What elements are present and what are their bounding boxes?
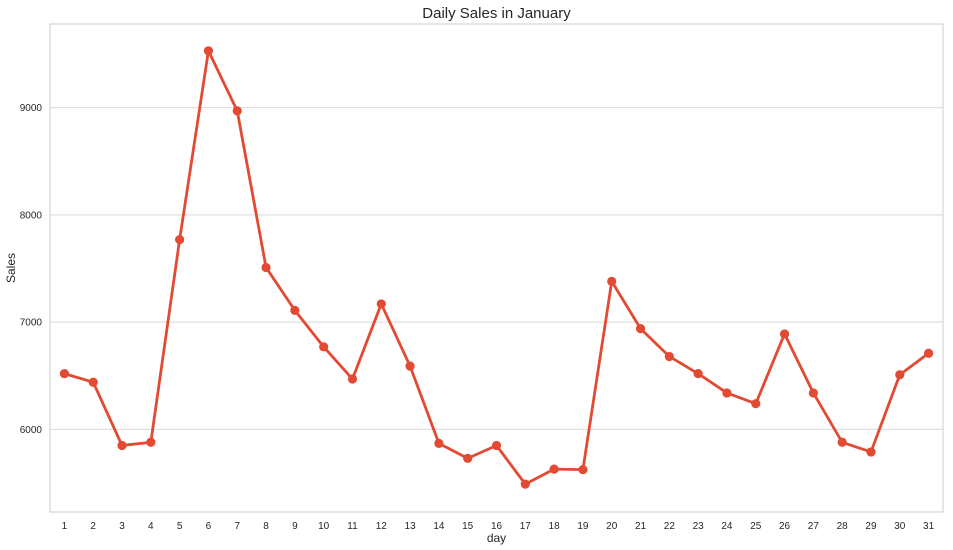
data-point — [261, 262, 271, 273]
x-tick-label: 2 — [90, 521, 96, 532]
x-tick-label: 21 — [635, 521, 647, 532]
data-point — [117, 440, 127, 451]
data-point — [549, 464, 559, 474]
x-tick-label: 26 — [779, 521, 791, 532]
data-point — [347, 374, 358, 384]
x-tick-label: 10 — [318, 521, 330, 532]
data-point — [405, 361, 415, 371]
data-point — [607, 276, 617, 287]
x-tick-label: 9 — [292, 521, 298, 532]
x-tick-label: 4 — [148, 521, 154, 532]
data-point — [434, 438, 444, 448]
data-point — [923, 348, 934, 358]
x-tick-label: 8 — [263, 521, 269, 532]
data-point — [203, 46, 214, 56]
x-tick-label: 24 — [721, 521, 733, 532]
y-tick-label: 7000 — [20, 318, 43, 329]
x-tick-label: 13 — [405, 521, 417, 532]
plot-frame — [49, 23, 944, 513]
x-tick-label: 27 — [808, 521, 820, 532]
data-point — [290, 305, 300, 315]
x-tick-label: 15 — [462, 521, 474, 532]
series-line — [63, 49, 930, 486]
y-tick-label: 6000 — [20, 425, 43, 436]
x-tick-label: 12 — [376, 521, 388, 532]
data-point — [808, 388, 818, 398]
data-point — [520, 479, 530, 489]
y-axis-title: Sales — [4, 253, 18, 283]
data-point — [175, 234, 185, 245]
data-point — [59, 369, 70, 379]
data-point — [232, 106, 242, 116]
data-point — [837, 437, 847, 447]
x-axis-title: day — [487, 531, 506, 545]
series-group — [59, 46, 934, 489]
data-point — [722, 388, 732, 398]
x-tick-label: 30 — [894, 521, 906, 532]
x-tick-label: 31 — [923, 521, 935, 532]
y-tick-label: 8000 — [20, 210, 43, 221]
data-point — [146, 437, 156, 447]
data-point — [463, 453, 473, 463]
data-point — [866, 447, 876, 457]
data-point — [376, 299, 386, 309]
x-tick-label: 22 — [664, 521, 676, 532]
x-tick-label: 28 — [837, 521, 849, 532]
x-tick-label: 25 — [750, 521, 762, 532]
x-tick-label: 1 — [62, 521, 68, 532]
x-tick-label: 16 — [491, 521, 503, 532]
data-point — [693, 369, 703, 379]
x-tick-label: 19 — [577, 521, 589, 532]
plot-border — [49, 23, 944, 513]
x-tick-label: 18 — [549, 521, 561, 532]
data-point — [578, 465, 588, 475]
x-tick-label: 11 — [347, 521, 358, 532]
x-tick-label: 3 — [119, 521, 125, 532]
data-point — [635, 323, 646, 334]
data-point — [88, 377, 98, 387]
x-tick-label: 23 — [693, 521, 705, 532]
data-point — [779, 329, 790, 339]
x-tick-label: 14 — [433, 521, 445, 532]
y-tick-label: 9000 — [20, 103, 43, 114]
x-tick-label: 20 — [606, 521, 618, 532]
chart-title: Daily Sales in January — [422, 5, 571, 22]
data-point — [319, 342, 329, 352]
data-point — [664, 351, 674, 362]
x-tick-label: 29 — [865, 521, 877, 532]
data-point — [491, 440, 502, 451]
x-tick-label: 7 — [234, 521, 240, 532]
x-tick-label: 6 — [206, 521, 212, 532]
x-tick-label: 17 — [520, 521, 532, 532]
data-point — [895, 370, 905, 380]
x-tick-label: 5 — [177, 521, 183, 532]
data-point — [751, 399, 761, 409]
